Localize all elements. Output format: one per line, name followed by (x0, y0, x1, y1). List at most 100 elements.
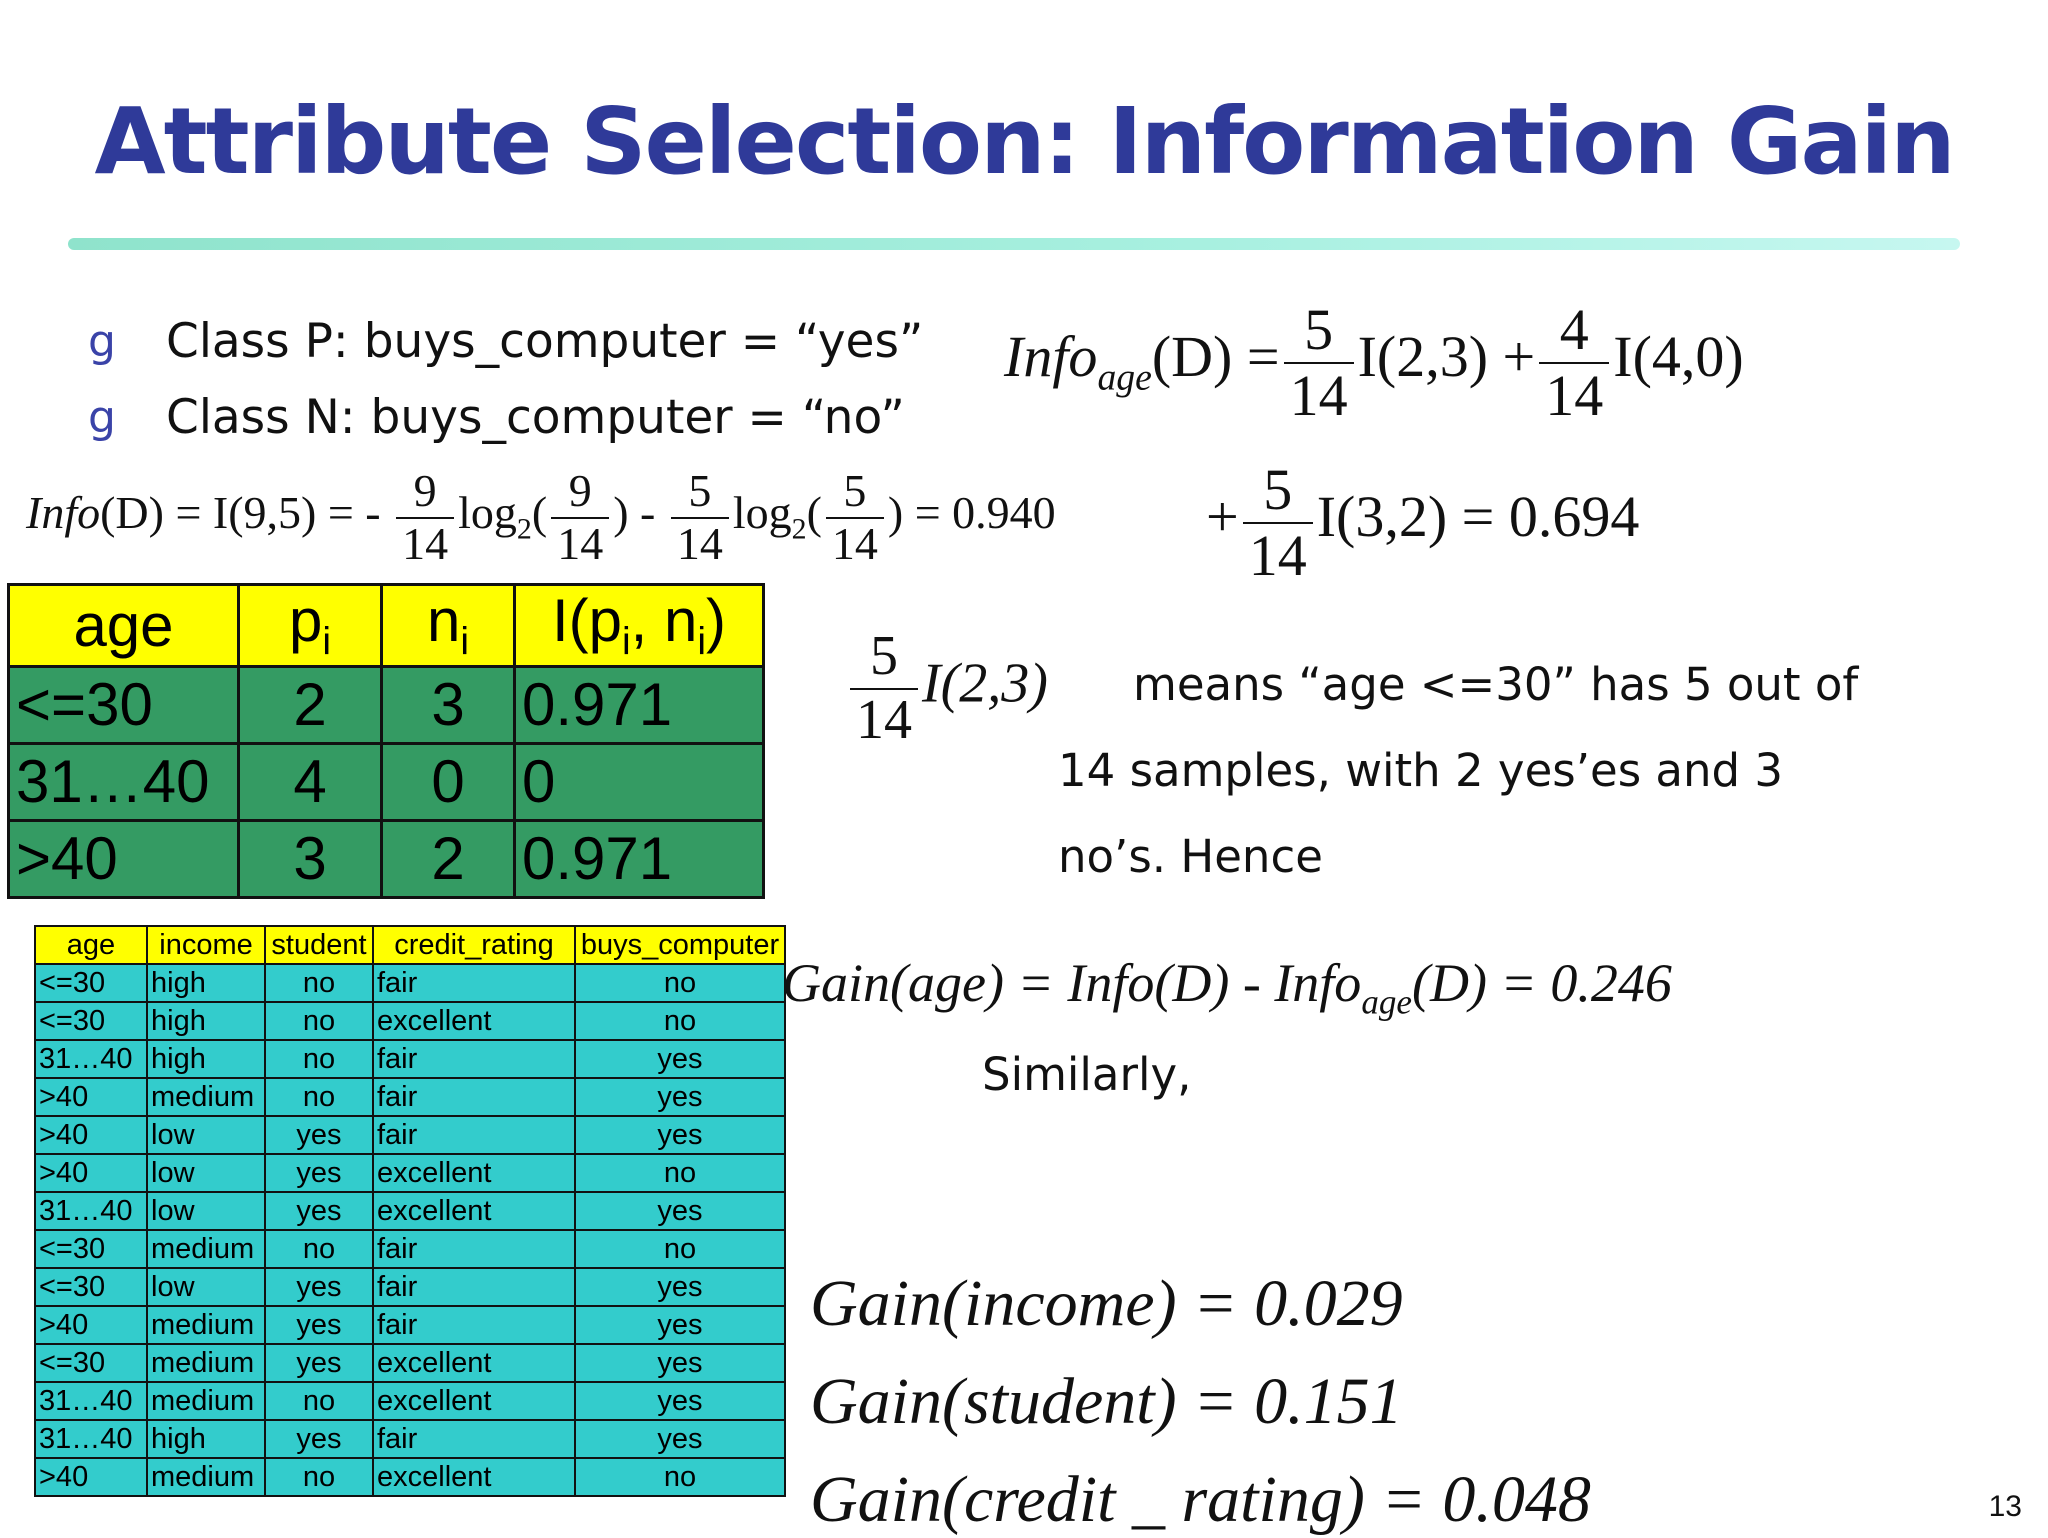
cell-age: 31…40 (34, 1381, 148, 1421)
cell-p: 2 (237, 664, 383, 745)
bullet-marker: g (88, 392, 116, 443)
col-header-student: student (264, 925, 374, 965)
fraction: 5 14 (670, 465, 729, 569)
cell-age: <=30 (34, 1229, 148, 1269)
cell-age: <=30 (7, 664, 240, 745)
bullet-marker: g (88, 316, 116, 367)
cell-credit-rating: excellent (372, 1457, 576, 1497)
cell-student: no (264, 1001, 374, 1041)
cell-p: 4 (237, 741, 383, 822)
explanation-line-3: no’s. Hence (1058, 830, 1323, 883)
cell-income: high (146, 1039, 266, 1079)
col-header-credit-rating: credit_rating (372, 925, 576, 965)
cell-income: medium (146, 1077, 266, 1117)
cell-student: no (264, 1077, 374, 1117)
title-underline (68, 238, 1960, 250)
col-header-n: ni (380, 583, 516, 668)
col-header-income: income (146, 925, 266, 965)
cell-income: medium (146, 1381, 266, 1421)
cell-credit-rating: fair (372, 1419, 576, 1459)
cell-age: >40 (34, 1305, 148, 1345)
page-number: 13 (1988, 1490, 2022, 1523)
gain-age-formula: Gain(age) = Info(D) - Infoage(D) = 0.246 (782, 953, 1672, 1022)
cell-student: yes (264, 1153, 374, 1193)
cell-buys-computer: no (574, 1457, 786, 1497)
table-row: 31…40 high no fair yes (34, 1039, 786, 1079)
col-header-age: age (34, 925, 148, 965)
table-row: >40 3 2 0.971 (7, 818, 765, 899)
cell-credit-rating: fair (372, 1267, 576, 1307)
data-rows: <=30 high no fair no <=30 high no excellent no 31…… (34, 963, 786, 1497)
info-d-formula: Info(D) = I(9,5) = - 9 14 log2(9 14) - 5 14 l… (26, 465, 1056, 569)
cell-age: >40 (7, 818, 240, 899)
cell-age: <=30 (34, 1343, 148, 1383)
cell-age: >40 (34, 1457, 148, 1497)
table-row: >40 medium yes fair yes (34, 1305, 786, 1345)
cell-income: medium (146, 1305, 266, 1345)
bullet-class-n: Class N: buys_computer = “no” (166, 390, 905, 445)
cell-income: medium (146, 1343, 266, 1383)
cell-student: yes (264, 1305, 374, 1345)
cell-buys-computer: no (574, 1001, 786, 1041)
cell-credit-rating: excellent (372, 1381, 576, 1421)
cell-buys-computer: yes (574, 1419, 786, 1459)
cell-student: no (264, 1457, 374, 1497)
info-age-formula-cont: +5 14 I(3,2) = 0.694 (1206, 457, 1640, 588)
training-data-table: age income student credit_rating buys_co… (34, 925, 786, 1497)
cell-student: no (264, 1229, 374, 1269)
table-row: 31…40 medium no excellent yes (34, 1381, 786, 1421)
cell-info: 0 (513, 741, 765, 822)
cell-student: no (264, 1381, 374, 1421)
cell-buys-computer: yes (574, 1077, 786, 1117)
cell-income: low (146, 1191, 266, 1231)
fraction: 5 14 (850, 625, 918, 751)
cell-income: high (146, 963, 266, 1003)
cell-credit-rating: excellent (372, 1191, 576, 1231)
cell-credit-rating: excellent (372, 1343, 576, 1383)
cell-credit-rating: fair (372, 1305, 576, 1345)
col-header-p: pi (237, 583, 383, 668)
cell-buys-computer: no (574, 963, 786, 1003)
cell-income: low (146, 1153, 266, 1193)
table-row: 31…40 4 0 0 (7, 741, 765, 822)
cell-student: yes (264, 1419, 374, 1459)
table-row: <=30 medium yes excellent yes (34, 1343, 786, 1383)
cell-age: <=30 (34, 963, 148, 1003)
table-row: 31…40 high yes fair yes (34, 1419, 786, 1459)
fraction: 5 14 (1242, 458, 1313, 588)
info-d-lhs: Info (26, 487, 101, 539)
fraction: 4 14 (1539, 298, 1610, 428)
cell-age: <=30 (34, 1267, 148, 1307)
bullet-class-p: Class P: buys_computer = “yes” (166, 314, 924, 369)
cell-student: yes (264, 1343, 374, 1383)
cell-age: >40 (34, 1115, 148, 1155)
cell-student: no (264, 1039, 374, 1079)
slide-title: Attribute Selection: Information Gain (94, 88, 1955, 195)
cell-income: medium (146, 1457, 266, 1497)
cell-age: 31…40 (7, 741, 240, 822)
cell-buys-computer: yes (574, 1305, 786, 1345)
table-row: <=30 2 3 0.971 (7, 664, 765, 745)
cell-credit-rating: fair (372, 1229, 576, 1269)
table-row: <=30 high no fair no (34, 963, 786, 1003)
cell-credit-rating: fair (372, 1039, 576, 1079)
fraction: 5 14 (825, 465, 884, 569)
info-age-formula: Infoage(D) = 5 14 I(2,3) +4 14 I(4,0) (1004, 297, 1744, 428)
cell-student: no (264, 963, 374, 1003)
fraction: 9 14 (551, 465, 610, 569)
table-row: 31…40 low yes excellent yes (34, 1191, 786, 1231)
age-summary-table: age pi ni I(pi, ni) <=30 2 3 0.971 31…40… (7, 583, 765, 899)
gain-credit-rating: Gain(credit _ rating) = 0.048 (810, 1463, 1591, 1536)
table-row: <=30 high no excellent no (34, 1001, 786, 1041)
cell-p: 3 (237, 818, 383, 899)
col-header-info: I(pi, ni) (513, 583, 765, 668)
fraction: 5 14 (1283, 298, 1354, 428)
gain-income: Gain(income) = 0.029 (810, 1267, 1403, 1340)
cell-credit-rating: excellent (372, 1001, 576, 1041)
table-row: <=30 medium no fair no (34, 1229, 786, 1269)
cell-n: 3 (380, 664, 516, 745)
cell-n: 2 (380, 818, 516, 899)
cell-buys-computer: yes (574, 1267, 786, 1307)
cell-age: 31…40 (34, 1419, 148, 1459)
table-row: <=30 low yes fair yes (34, 1267, 786, 1307)
